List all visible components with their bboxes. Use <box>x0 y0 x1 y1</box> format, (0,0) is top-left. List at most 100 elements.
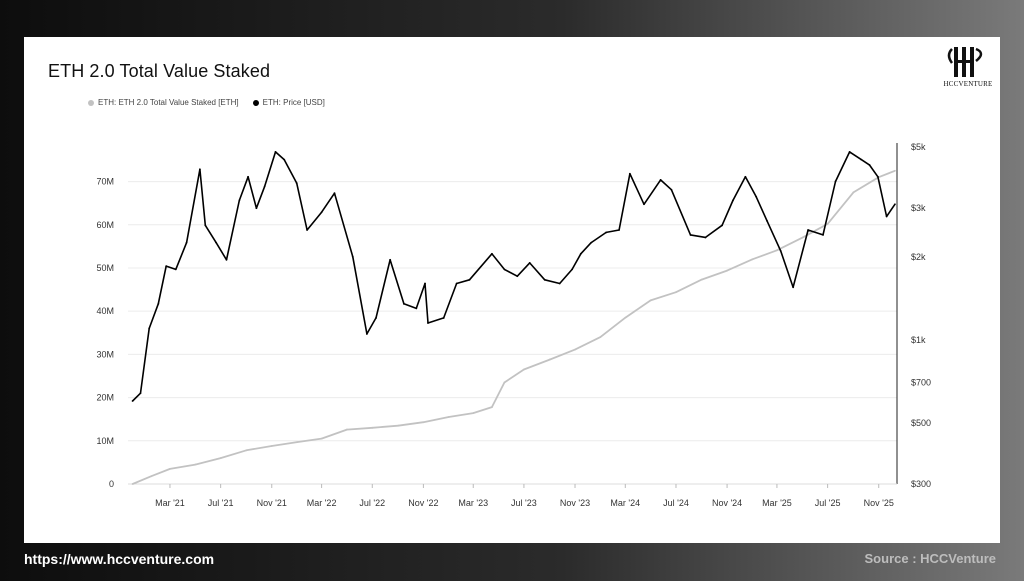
x-tick-label: Mar '23 <box>458 498 488 508</box>
data-point-staked <box>523 368 525 371</box>
data-point-staked <box>894 169 896 172</box>
data-point-price <box>306 229 308 231</box>
data-point-price <box>157 302 160 305</box>
data-point-staked <box>346 428 348 431</box>
x-tick-label: Jul '24 <box>663 498 689 508</box>
y-left-tick-label: 60M <box>96 220 114 230</box>
footer-source: Source : HCCVenture <box>864 551 996 566</box>
y-left-tick-label: 40M <box>96 306 114 316</box>
data-point-staked <box>245 449 248 452</box>
chart-svg: 0 10M 20M 30M 40M 50M 60M 70M $5k $3k $2k $1k $700 $5… <box>96 142 931 508</box>
logo-text: HCCVENTURE <box>943 80 993 88</box>
series-line-staked <box>132 169 896 485</box>
data-point-price <box>876 175 879 178</box>
chart-title: ETH 2.0 Total Value Staked <box>48 61 271 81</box>
legend-item-price[interactable]: ETH: Price [USD] <box>252 98 325 107</box>
data-point-price <box>263 185 266 188</box>
data-point-price <box>215 241 217 244</box>
data-point-price <box>255 207 258 210</box>
y-right-tick-label: $2k <box>911 252 926 262</box>
data-point-price <box>295 182 298 184</box>
data-point-staked <box>649 299 652 302</box>
data-point-price <box>755 195 758 198</box>
y-left-tick-label: 0 <box>109 479 114 489</box>
footer-url-link[interactable]: https://www.hccventure.com <box>24 551 215 567</box>
data-point-staked <box>548 358 551 361</box>
y-left-tick-label: 50M <box>96 263 114 273</box>
data-point-price <box>238 199 241 202</box>
data-point-price <box>860 158 863 161</box>
data-point-price <box>571 268 574 271</box>
data-point-price <box>590 241 593 244</box>
data-point-staked <box>169 467 171 470</box>
data-point-staked <box>700 278 703 281</box>
x-tick-label: Mar '24 <box>610 498 640 508</box>
x-tick-label: Nov '25 <box>864 498 894 508</box>
data-point-staked <box>270 445 273 447</box>
data-point-staked <box>726 269 728 272</box>
data-point-staked <box>422 421 425 424</box>
data-point-price <box>468 278 471 281</box>
data-point-price <box>779 250 782 252</box>
data-point-staked <box>150 475 153 478</box>
data-point-price <box>139 392 142 395</box>
x-tick-label: Nov '21 <box>257 498 287 508</box>
data-point-price <box>885 215 888 218</box>
data-point-price <box>516 275 519 278</box>
data-point-staked <box>624 316 627 319</box>
y-left-tick-label: 70M <box>96 177 114 187</box>
data-point-staked <box>801 236 804 239</box>
data-point-price <box>424 282 426 285</box>
data-point-price <box>442 317 445 319</box>
hccventure-logo-icon <box>947 47 983 77</box>
data-point-staked <box>371 426 374 429</box>
data-point-staked <box>131 483 134 485</box>
y-right-tick-label: $1k <box>911 335 926 345</box>
x-tick-label: Nov '24 <box>712 498 742 508</box>
y-left-tick-label: 20M <box>96 393 114 403</box>
data-point-price <box>225 258 228 261</box>
y-left-tick-label: 30M <box>96 349 114 359</box>
legend-item-staked[interactable]: ETH: ETH 2.0 Total Value Staked [ETH] <box>88 98 239 107</box>
data-point-price <box>204 224 207 227</box>
data-point-price <box>822 234 824 236</box>
chart-legend: ETH: ETH 2.0 Total Value Staked [ETH] ET… <box>88 98 325 107</box>
data-point-price <box>670 188 673 191</box>
data-point-price <box>894 203 896 206</box>
data-point-staked <box>397 424 399 427</box>
data-point-staked <box>826 223 829 225</box>
data-point-price <box>491 252 493 255</box>
x-tick-label: Jul '22 <box>359 498 385 508</box>
x-tick-label: Nov '23 <box>560 498 590 508</box>
chart-series-layer <box>131 150 896 485</box>
data-point-price <box>402 302 405 305</box>
data-point-staked <box>472 412 475 415</box>
data-point-staked <box>574 348 576 351</box>
data-point-price <box>283 158 286 161</box>
data-point-staked <box>194 463 197 466</box>
y-right-tick-label: $300 <box>911 479 931 489</box>
data-point-price <box>247 175 249 178</box>
data-point-price <box>375 317 377 319</box>
data-point-price <box>185 241 188 244</box>
x-tick-label: Jul '25 <box>815 498 841 508</box>
x-tick-label: Mar '21 <box>155 498 185 508</box>
y-right-tick-label: $3k <box>911 203 926 213</box>
data-point-price <box>148 327 151 330</box>
x-tick-label: Nov '22 <box>408 498 438 508</box>
data-point-price <box>659 178 662 181</box>
y-right-tick-label: $5k <box>911 142 926 152</box>
data-point-price <box>455 282 458 285</box>
y-right-tick-label: $500 <box>911 418 931 428</box>
data-point-staked <box>320 437 323 440</box>
data-point-price <box>807 229 809 231</box>
data-point-price <box>333 192 336 195</box>
data-point-staked <box>296 441 298 443</box>
data-point-staked <box>447 416 450 418</box>
data-point-price <box>792 286 795 289</box>
data-point-price <box>848 150 851 153</box>
legend-label-staked: ETH: ETH 2.0 Total Value Staked [ETH] <box>98 98 239 107</box>
data-point-price <box>704 236 707 239</box>
data-point-price <box>274 150 277 153</box>
data-point-price <box>628 172 631 175</box>
